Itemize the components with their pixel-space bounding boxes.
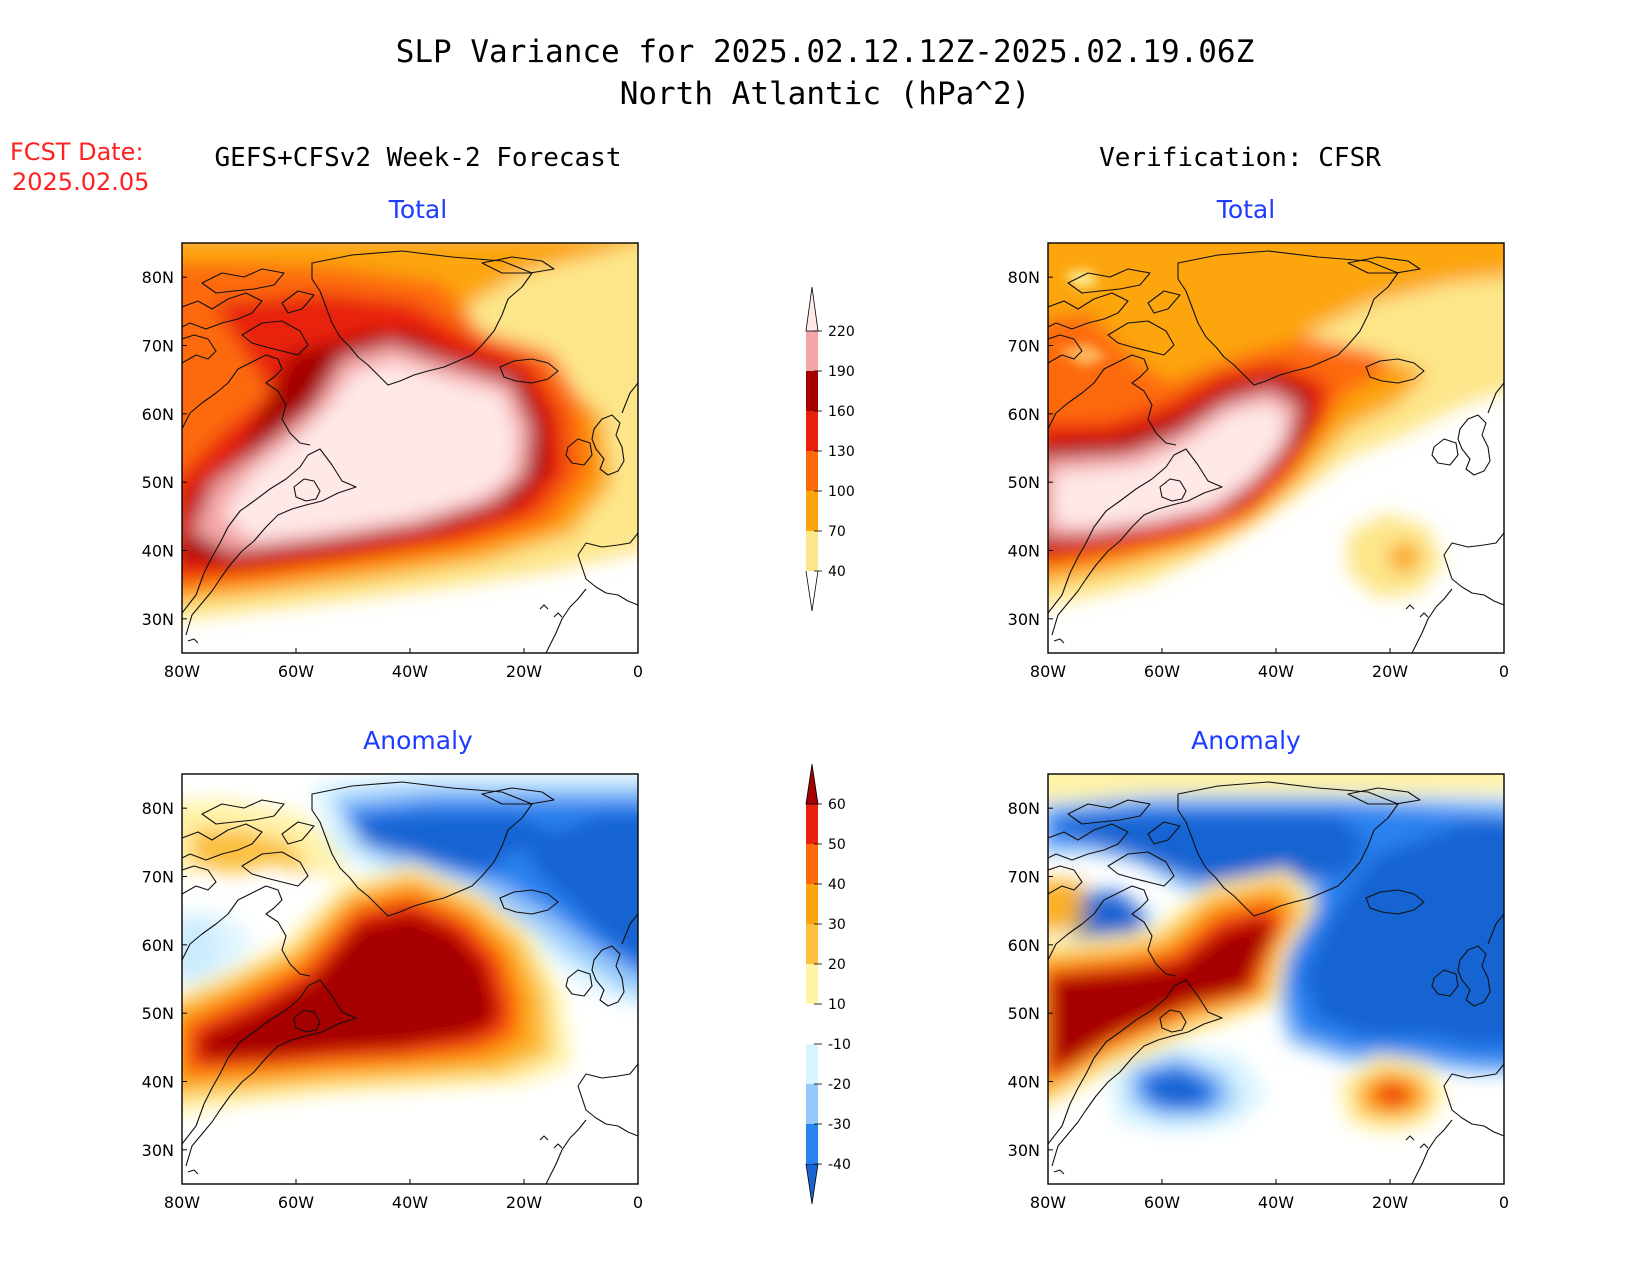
forecast-anomaly-title: Anomaly xyxy=(363,726,473,755)
total-colorbar-box-5 xyxy=(806,331,818,371)
anomaly-colorbar-label-2: -20 xyxy=(828,1077,851,1093)
lon-tick-label-fc-total-2: 40W xyxy=(392,662,428,681)
lat-tick-label-vr-total-5: 80N xyxy=(1008,268,1040,287)
lat-tick-label-vr-total-0: 30N xyxy=(1008,610,1040,629)
anomaly-colorbar-bottom-arrow xyxy=(805,1163,819,1205)
lon-tick-label-vr-anom-1: 60W xyxy=(1144,1193,1180,1212)
verification-total-map xyxy=(1047,242,1505,654)
total-colorbar-box-2 xyxy=(806,451,818,491)
lat-tick-label-fc-anom-1: 40N xyxy=(142,1073,174,1092)
lon-tick-label-fc-total-4: 0 xyxy=(633,662,643,681)
lat-tick-label-vr-total-3: 60N xyxy=(1008,405,1040,424)
anomaly-colorbar-box-1 xyxy=(806,1084,818,1124)
lat-tick-label-vr-anom-1: 40N xyxy=(1008,1073,1040,1092)
lat-tick-label-fc-anom-0: 30N xyxy=(142,1141,174,1160)
lon-tick-label-fc-anom-0: 80W xyxy=(164,1193,200,1212)
lat-tick-label-fc-total-2: 50N xyxy=(142,473,174,492)
anomaly-colorbar-box-7 xyxy=(806,844,818,884)
anomaly-colorbar-label-1: -30 xyxy=(828,1117,851,1133)
lon-tick-label-vr-total-4: 0 xyxy=(1499,662,1509,681)
total-colorbar-top-arrow xyxy=(805,286,819,332)
lon-tick-label-vr-anom-0: 80W xyxy=(1030,1193,1066,1212)
lon-tick-label-fc-anom-2: 40W xyxy=(392,1193,428,1212)
lat-tick-label-vr-anom-5: 80N xyxy=(1008,799,1040,818)
lon-tick-label-vr-anom-2: 40W xyxy=(1258,1193,1294,1212)
anomaly-colorbar-box-0 xyxy=(806,1124,818,1164)
lon-tick-label-fc-total-3: 20W xyxy=(506,662,542,681)
total-colorbar-label-4: 160 xyxy=(828,404,855,420)
lat-tick-label-fc-anom-4: 70N xyxy=(142,868,174,887)
total-colorbar-label-0: 40 xyxy=(828,564,846,580)
total-colorbar-box-1 xyxy=(806,491,818,531)
lon-tick-label-vr-total-0: 80W xyxy=(1030,662,1066,681)
lat-tick-label-vr-anom-3: 60N xyxy=(1008,936,1040,955)
lat-tick-label-fc-anom-5: 80N xyxy=(142,799,174,818)
lon-tick-label-fc-anom-1: 60W xyxy=(278,1193,314,1212)
lat-tick-label-vr-anom-4: 70N xyxy=(1008,868,1040,887)
lon-tick-label-vr-total-3: 20W xyxy=(1372,662,1408,681)
axis-labels: 80W 60W 40W 20W 0 30N 40N 50N 60N 70N 80N 80W 60W 40W… xyxy=(142,268,1509,1212)
anomaly-colorbar-label-6: 30 xyxy=(828,917,846,933)
total-colorbar: 40 70 100 130 160 190 220 xyxy=(805,286,855,612)
total-colorbar-label-6: 220 xyxy=(828,324,855,340)
fcst-date-label: FCST Date: xyxy=(10,138,144,166)
lon-tick-label-vr-total-1: 60W xyxy=(1144,662,1180,681)
lat-tick-label-vr-total-4: 70N xyxy=(1008,337,1040,356)
total-colorbar-box-4 xyxy=(806,371,818,411)
verification-anomaly-map xyxy=(1047,773,1505,1185)
forecast-anomaly-map xyxy=(181,773,639,1185)
anomaly-colorbar: -40 -30 -20 -10 10 20 30 40 50 60 xyxy=(805,763,851,1205)
anomaly-colorbar-label-3: -10 xyxy=(828,1037,851,1053)
lon-tick-label-fc-total-0: 80W xyxy=(164,662,200,681)
lat-tick-label-fc-anom-3: 60N xyxy=(142,936,174,955)
total-colorbar-label-3: 130 xyxy=(828,444,855,460)
verification-anomaly-title: Anomaly xyxy=(1191,726,1301,755)
fcst-date-value: 2025.02.05 xyxy=(12,168,149,196)
lon-tick-label-vr-anom-4: 0 xyxy=(1499,1193,1509,1212)
anomaly-colorbar-box-2 xyxy=(806,1044,818,1084)
total-colorbar-label-5: 190 xyxy=(828,364,855,380)
lat-tick-label-vr-anom-2: 50N xyxy=(1008,1004,1040,1023)
anomaly-colorbar-label-5: 20 xyxy=(828,957,846,973)
lat-tick-label-fc-total-3: 60N xyxy=(142,405,174,424)
lon-tick-label-vr-anom-3: 20W xyxy=(1372,1193,1408,1212)
verification-total-title: Total xyxy=(1216,195,1275,224)
main-title-line2: North Atlantic (hPa^2) xyxy=(620,76,1031,112)
total-colorbar-label-1: 70 xyxy=(828,524,846,540)
anomaly-colorbar-box-8 xyxy=(806,804,818,844)
total-colorbar-box-0 xyxy=(806,531,818,571)
anomaly-colorbar-top-arrow xyxy=(805,763,819,805)
total-colorbar-box-3 xyxy=(806,411,818,451)
lat-tick-label-vr-anom-0: 30N xyxy=(1008,1141,1040,1160)
anomaly-colorbar-box-6 xyxy=(806,884,818,924)
lon-tick-label-fc-total-1: 60W xyxy=(278,662,314,681)
lat-tick-label-fc-total-0: 30N xyxy=(142,610,174,629)
total-colorbar-label-2: 100 xyxy=(828,484,855,500)
lon-tick-label-vr-total-2: 40W xyxy=(1258,662,1294,681)
forecast-total-map xyxy=(181,242,639,654)
lat-tick-label-fc-total-1: 40N xyxy=(142,542,174,561)
lon-tick-label-fc-anom-4: 0 xyxy=(633,1193,643,1212)
lat-tick-label-fc-total-4: 70N xyxy=(142,337,174,356)
anomaly-colorbar-label-7: 40 xyxy=(828,877,846,893)
anomaly-colorbar-label-0: -40 xyxy=(828,1157,851,1173)
anomaly-colorbar-label-4: 10 xyxy=(828,997,846,1013)
forecast-total-title: Total xyxy=(388,195,447,224)
anomaly-colorbar-box-4 xyxy=(806,964,818,1004)
left-column-header: GEFS+CFSv2 Week-2 Forecast xyxy=(215,143,622,173)
lat-tick-label-vr-total-1: 40N xyxy=(1008,542,1040,561)
lat-tick-label-fc-anom-2: 50N xyxy=(142,1004,174,1023)
lat-tick-label-fc-total-5: 80N xyxy=(142,268,174,287)
right-column-header: Verification: CFSR xyxy=(1099,143,1381,173)
anomaly-colorbar-box-5 xyxy=(806,924,818,964)
lon-tick-label-fc-anom-3: 20W xyxy=(506,1193,542,1212)
main-title-line1: SLP Variance for 2025.02.12.12Z-2025.02.… xyxy=(396,34,1255,70)
lat-tick-label-vr-total-2: 50N xyxy=(1008,473,1040,492)
total-colorbar-bottom-arrow xyxy=(805,570,819,612)
anomaly-colorbar-box-3 xyxy=(806,1004,818,1044)
anomaly-colorbar-label-8: 50 xyxy=(828,837,846,853)
anomaly-colorbar-label-9: 60 xyxy=(828,797,846,813)
